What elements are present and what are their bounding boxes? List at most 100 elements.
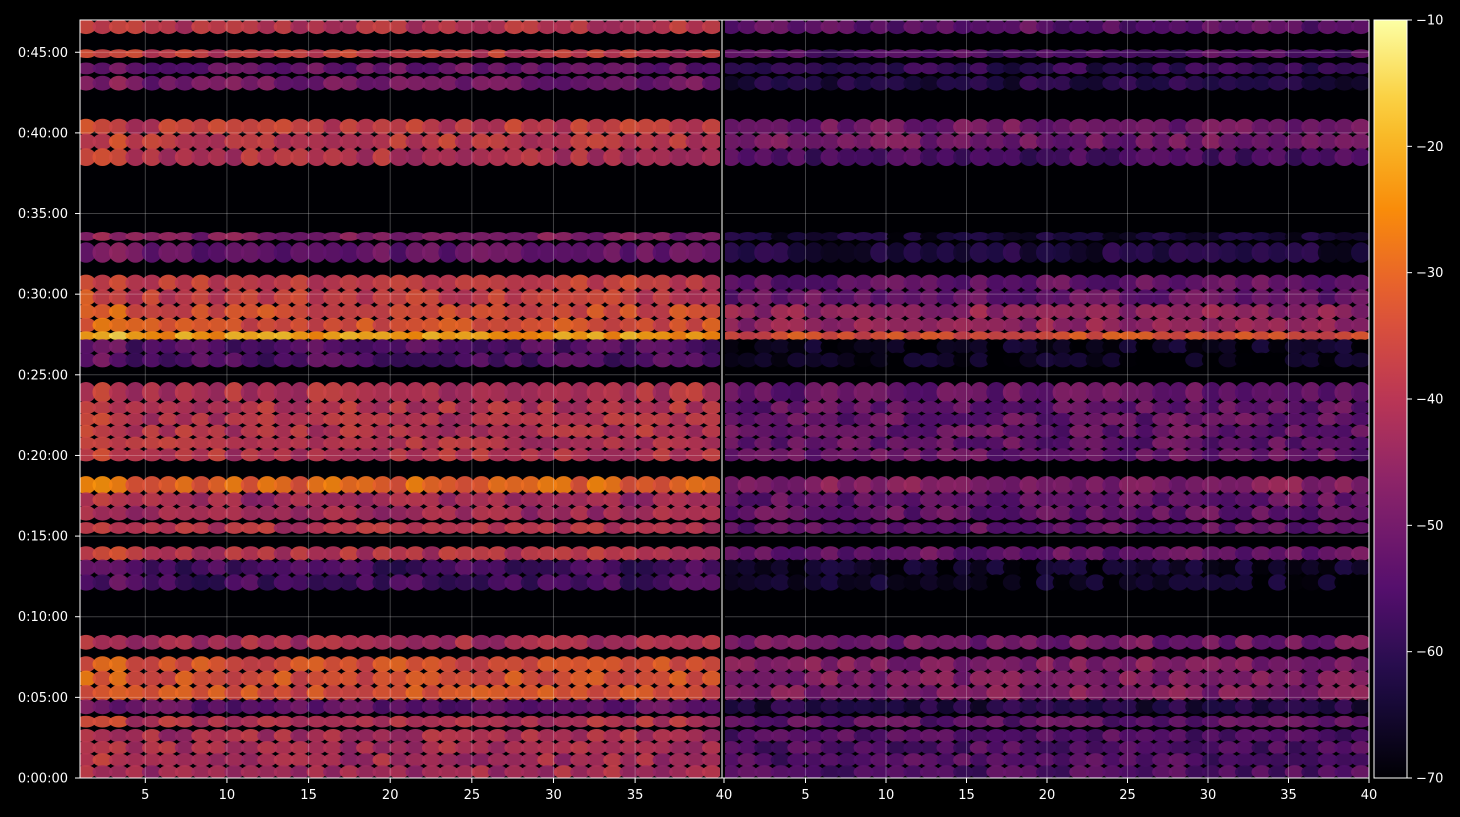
heatmap-cell: [1052, 765, 1073, 778]
colorbar-tick-label: −50: [1416, 519, 1443, 534]
heatmap-cell: [725, 242, 741, 263]
heatmap-cell: [1036, 274, 1056, 291]
heatmap-cell: [1085, 505, 1106, 521]
heatmap-cell: [603, 559, 624, 576]
heatmap-cell: [919, 424, 940, 438]
heatmap-cell: [603, 49, 624, 58]
heatmap-cell: [1069, 401, 1090, 415]
heatmap-cell: [537, 765, 558, 778]
heatmap-cell: [389, 49, 409, 58]
heatmap-cell: [1002, 741, 1023, 755]
heatmap-cell: [454, 424, 475, 438]
heatmap-cell: [290, 304, 311, 319]
heatmap-cell: [787, 476, 808, 494]
heatmap-cell: [886, 20, 907, 35]
heatmap-cell: [323, 20, 344, 35]
heatmap-cell: [1102, 401, 1123, 415]
heatmap-cell: [306, 765, 327, 778]
heatmap-cell: [603, 685, 624, 701]
heatmap-cell: [669, 505, 690, 521]
heatmap-cell: [158, 118, 179, 135]
heatmap-cell: [1152, 331, 1173, 341]
heatmap-cell: [1317, 412, 1338, 426]
heatmap-cell: [108, 574, 129, 591]
heatmap-cell: [553, 133, 574, 150]
heatmap-cell: [1019, 118, 1040, 135]
heatmap-cell: [471, 448, 492, 462]
heatmap-cell: [108, 436, 129, 450]
heatmap-cell: [1284, 634, 1305, 650]
heatmap-cell: [1201, 382, 1222, 403]
heatmap-cell: [702, 656, 720, 673]
heatmap-cell: [323, 242, 344, 263]
heatmap-cell: [803, 505, 824, 521]
heatmap-cell: [454, 331, 475, 341]
heatmap-cell: [886, 424, 907, 438]
heatmap-cell: [454, 729, 475, 743]
heatmap-cell: [853, 352, 874, 368]
heatmap-cell: [339, 20, 360, 35]
heatmap-cell: [487, 559, 508, 576]
heatmap-cell: [504, 492, 525, 508]
heatmap-cell: [290, 331, 311, 341]
heatmap-cell: [853, 522, 874, 534]
heatmap-cell: [1118, 699, 1139, 715]
heatmap-cell: [1168, 559, 1189, 576]
heatmap-cell: [1036, 656, 1056, 673]
heatmap-cell: [685, 412, 706, 426]
heatmap-cell: [537, 304, 558, 319]
heatmap-cell: [108, 656, 129, 673]
heatmap-cell: [702, 118, 720, 135]
heatmap-cell: [553, 685, 574, 701]
y-tick-label: 0:00:00: [18, 772, 68, 787]
heatmap-cell: [339, 75, 360, 91]
heatmap-cell: [1301, 274, 1322, 291]
heatmap-cell: [372, 20, 393, 35]
heatmap-cell: [537, 49, 558, 58]
heatmap-cell: [487, 382, 508, 403]
heatmap-cell: [158, 656, 179, 673]
heatmap-cell: [421, 656, 442, 673]
heatmap-cell: [207, 352, 228, 368]
heatmap-cell: [986, 448, 1007, 462]
heatmap-cell: [141, 412, 162, 426]
heatmap-cell: [80, 436, 96, 450]
heatmap-cell: [1301, 559, 1322, 576]
heatmap-cell: [174, 148, 195, 167]
heatmap-cell: [1334, 505, 1355, 521]
heatmap-cell: [603, 436, 624, 450]
heatmap-cell: [1185, 331, 1206, 341]
heatmap-cell: [1301, 49, 1322, 58]
heatmap-cell: [986, 753, 1007, 767]
heatmap-cell: [820, 753, 841, 767]
heatmap-cell: [1102, 148, 1123, 167]
heatmap-cell: [504, 765, 525, 778]
heatmap-cell: [421, 382, 442, 403]
heatmap-cell: [1317, 715, 1338, 728]
heatmap-cell: [174, 49, 195, 58]
heatmap-cell: [1118, 304, 1139, 319]
heatmap-cell: [1301, 574, 1322, 591]
heatmap-cell: [92, 448, 113, 462]
heatmap-cell: [487, 304, 508, 319]
heatmap-cell: [191, 546, 212, 561]
heatmap-cell: [339, 670, 360, 687]
heatmap-cell: [1069, 765, 1090, 778]
heatmap-cell: [1351, 424, 1369, 438]
heatmap-cell: [421, 715, 442, 728]
heatmap-cell: [372, 492, 393, 508]
heatmap-cell: [1019, 289, 1040, 306]
heatmap-cell: [570, 476, 591, 494]
heatmap-cell: [1036, 401, 1056, 415]
heatmap-cell: [306, 289, 327, 306]
heatmap-cell: [1052, 242, 1073, 263]
heatmap-cell: [191, 317, 212, 333]
heatmap-cell: [191, 133, 212, 150]
heatmap-cell: [141, 49, 162, 58]
heatmap-cell: [1019, 304, 1040, 319]
heatmap-cell: [504, 522, 525, 534]
heatmap-cell: [454, 670, 475, 687]
heatmap-cell: [953, 118, 974, 135]
heatmap-cell: [1301, 546, 1322, 561]
heatmap-cell: [520, 546, 541, 561]
